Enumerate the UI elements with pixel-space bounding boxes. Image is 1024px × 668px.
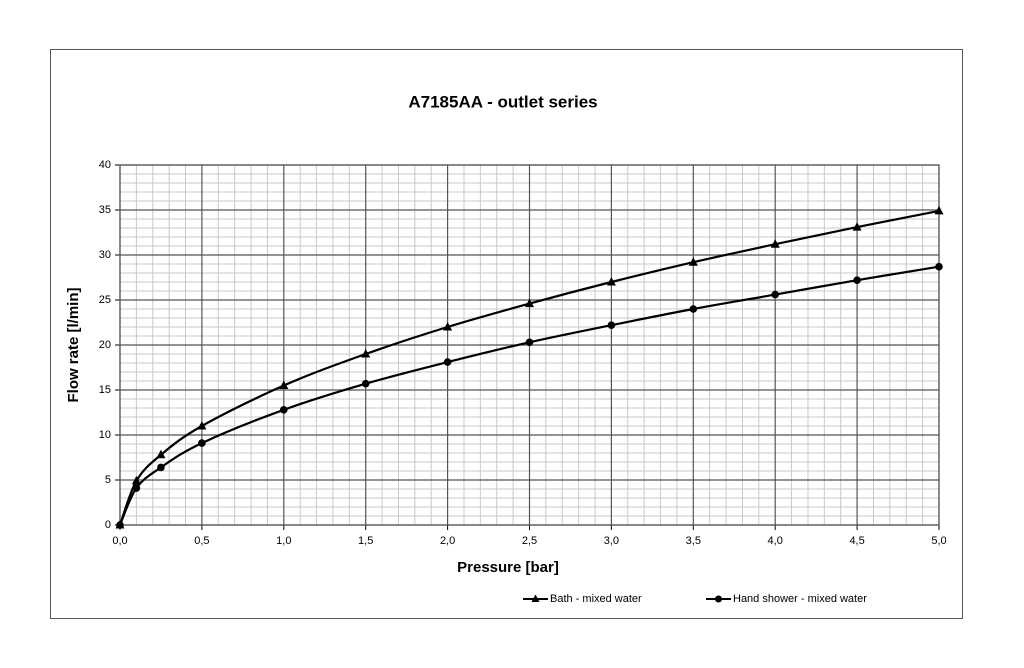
x-tick-label: 4,5 <box>849 535 864 547</box>
marker-triangle <box>770 239 780 248</box>
marker-triangle <box>156 449 166 459</box>
y-tick-label: 15 <box>99 384 111 396</box>
marker-triangle <box>525 298 534 308</box>
marker-triangle <box>852 222 862 231</box>
x-tick-label: 4,0 <box>768 535 783 547</box>
marker-triangle <box>361 349 371 358</box>
marker-triangle <box>197 421 207 430</box>
marker-triangle <box>688 257 698 266</box>
x-tick-label: 0,5 <box>194 535 209 547</box>
x-tick-label: 3,5 <box>686 535 701 547</box>
y-tick-label: 5 <box>105 474 111 486</box>
legend-label: Hand shower - mixed water <box>733 593 867 605</box>
marker-triangle <box>934 205 944 215</box>
y-tick-label: 25 <box>99 294 111 306</box>
marker-circle <box>280 406 288 414</box>
legend-item: Hand shower - mixed water <box>706 593 867 605</box>
marker-circle <box>771 290 779 299</box>
x-tick-label: 5,0 <box>931 535 946 547</box>
marker-circle <box>157 463 165 472</box>
plot-frame <box>119 164 940 526</box>
marker-triangle <box>443 322 453 331</box>
marker-circle <box>116 521 124 529</box>
marker-circle <box>689 305 698 313</box>
y-tick-label: 10 <box>99 429 111 441</box>
marker-circle <box>525 338 534 347</box>
x-axis-label: Pressure [bar] <box>457 559 559 576</box>
y-tick-label: 20 <box>99 339 111 351</box>
marker-circle <box>607 321 616 330</box>
marker-circle <box>132 484 141 492</box>
marker-triangle <box>131 475 141 485</box>
y-tick-label: 40 <box>99 159 111 171</box>
marker-circle <box>443 358 452 366</box>
y-tick-label: 0 <box>105 519 111 531</box>
legend-marker <box>715 595 722 603</box>
marker-circle <box>198 439 206 447</box>
marker-triangle <box>606 277 616 286</box>
x-tick-label: 3,0 <box>604 535 619 547</box>
marker-circle <box>935 262 943 271</box>
legend-item: Bath - mixed water <box>523 593 642 605</box>
x-tick-label: 1,0 <box>276 535 291 547</box>
legend-marker <box>531 594 540 602</box>
legend-label: Bath - mixed water <box>550 593 642 605</box>
x-tick-label: 0,0 <box>112 535 127 547</box>
y-tick-label: 35 <box>99 204 111 216</box>
x-tick-label: 2,0 <box>440 535 455 547</box>
x-tick-label: 1,5 <box>358 535 373 547</box>
chart-border <box>50 49 963 619</box>
x-tick-label: 2,5 <box>522 535 537 547</box>
y-axis-label: Flow rate [l/min] <box>65 287 82 402</box>
chart-title: A7185AA - outlet series <box>408 92 597 111</box>
marker-circle <box>361 379 370 388</box>
y-tick-label: 30 <box>99 249 111 261</box>
marker-circle <box>853 276 861 285</box>
marker-triangle <box>279 380 289 389</box>
